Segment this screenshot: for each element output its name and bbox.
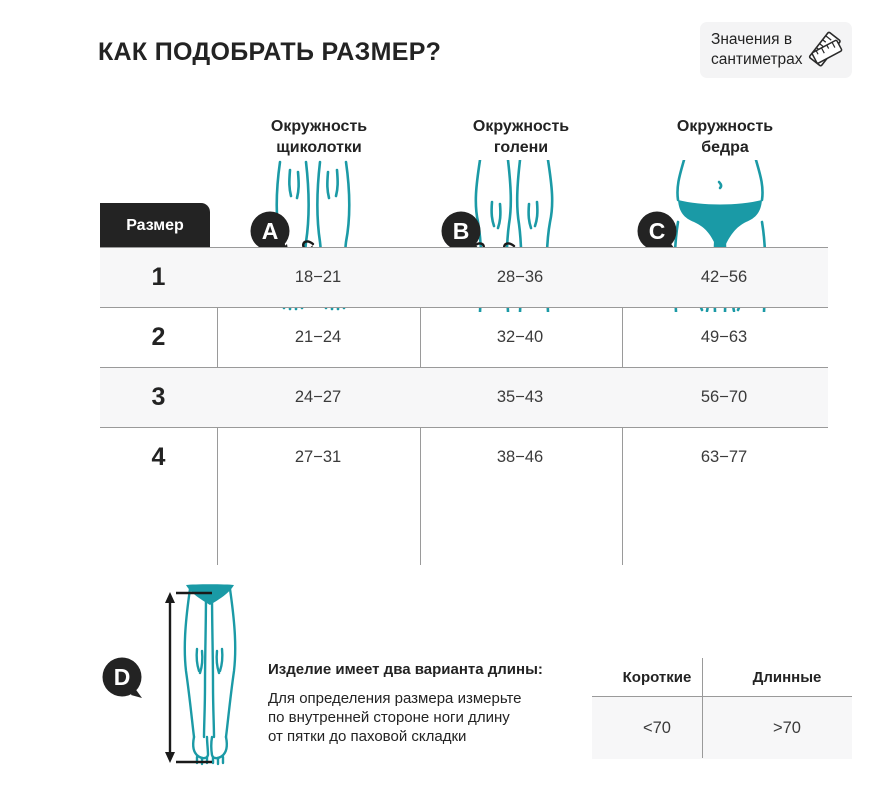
badge-a: A <box>250 211 296 257</box>
cell-thigh: 63−77 <box>700 448 748 466</box>
table-row: 4 27−31 38−46 63−77 <box>100 427 828 487</box>
size-column-header: Размер <box>100 203 210 248</box>
size-column-header-label: Размер <box>126 216 184 234</box>
column-heading-ankle-line2: щиколотки <box>276 139 362 156</box>
column-heading-thigh-line1: Окружность <box>676 118 774 135</box>
length-table-value-row: <70 >70 <box>592 696 852 759</box>
length-note-body: Для определения размера измерьте по внут… <box>268 689 578 746</box>
cell-ankle: 18−21 <box>294 268 342 286</box>
column-heading-thigh: Окружность бедра <box>622 116 828 158</box>
table-row: 3 24−27 35−43 56−70 <box>100 367 828 427</box>
column-heading-ankle: Окружность щиколотки <box>218 116 420 158</box>
table-row: 1 18−21 28−36 42−56 <box>100 247 828 307</box>
length-header-short: Короткие <box>622 668 692 686</box>
length-table-header-row: Короткие Длинные <box>592 658 852 696</box>
cell-size: 4 <box>151 443 166 471</box>
column-heading-thigh-line2: бедра <box>701 139 749 156</box>
badge-d: D <box>102 657 148 703</box>
length-note: Изделие имеет два варианта длины: Для оп… <box>268 660 578 746</box>
column-heading-ankle-line1: Окружность <box>270 118 368 135</box>
units-badge-text: Значения в сантиметрах <box>700 30 815 70</box>
cell-ankle: 27−31 <box>294 448 342 466</box>
units-badge: Значения в сантиметрах <box>700 22 852 78</box>
ruler-icon <box>806 30 846 75</box>
length-value-long: >70 <box>773 718 801 737</box>
cell-calf: 28−36 <box>496 268 544 286</box>
cell-calf: 32−40 <box>496 328 544 346</box>
badge-d-letter: D <box>113 663 131 690</box>
length-value-short: <70 <box>643 718 671 737</box>
page-title: КАК ПОДОБРАТЬ РАЗМЕР? <box>98 38 442 66</box>
cell-size: 3 <box>151 383 166 411</box>
units-line-1: Значения в <box>711 31 793 48</box>
full-leg-length-illustration <box>150 575 270 780</box>
column-heading-calf-line2: голени <box>493 139 549 156</box>
units-line-2: сантиметрах <box>711 51 803 68</box>
cell-size: 1 <box>151 263 166 291</box>
cell-thigh: 42−56 <box>700 268 748 286</box>
length-table: Короткие Длинные <70 >70 <box>592 658 852 759</box>
length-table-divider <box>702 658 703 758</box>
badge-a-letter: A <box>261 217 279 244</box>
length-note-line-2: по внутренней стороне ноги длину <box>268 709 510 726</box>
length-header-long: Длинные <box>752 668 822 686</box>
column-heading-calf: Окружность голени <box>420 116 622 158</box>
length-note-line-3: от пятки до паховой складки <box>268 728 467 745</box>
cell-size: 2 <box>151 323 166 351</box>
size-table: Размер 1 18−21 28−36 42−56 2 21−24 32−40… <box>100 203 828 487</box>
column-heading-calf-line1: Окружность <box>472 118 570 135</box>
cell-calf: 35−43 <box>496 388 544 406</box>
cell-calf: 38−46 <box>496 448 544 466</box>
badge-b-letter: B <box>452 217 470 244</box>
cell-thigh: 56−70 <box>700 388 748 406</box>
cell-thigh: 49−63 <box>700 328 748 346</box>
badge-c-letter: C <box>648 217 666 244</box>
cell-ankle: 24−27 <box>294 388 342 406</box>
length-note-title: Изделие имеет два варианта длины: <box>268 661 543 678</box>
table-row: 2 21−24 32−40 49−63 <box>100 307 828 367</box>
length-note-line-1: Для определения размера измерьте <box>268 690 522 707</box>
cell-ankle: 21−24 <box>294 328 342 346</box>
